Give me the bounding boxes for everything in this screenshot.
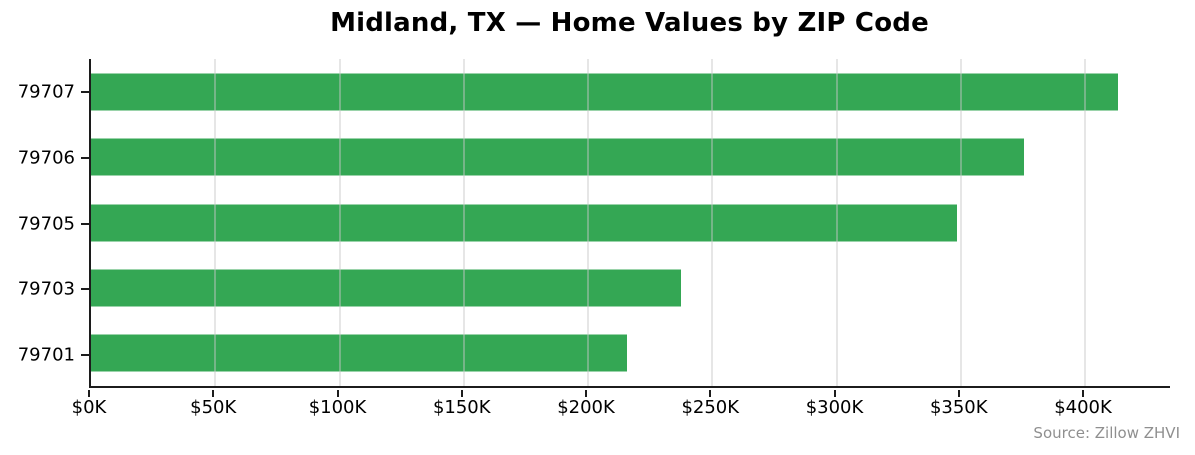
- gridline-50k: [214, 59, 217, 386]
- bar-79705: [91, 204, 957, 242]
- y-tick-label-79703: 79703: [17, 278, 75, 300]
- x-tick-label-250k: $250K: [681, 397, 740, 418]
- x-tick-label-0k: $0K: [71, 397, 107, 418]
- x-tick-mark-300k: [833, 390, 836, 397]
- x-tick-mark-350k: [957, 390, 960, 397]
- source-note: Source: Zillow ZHVI: [1033, 424, 1180, 442]
- x-tick-label-50k: $50K: [190, 397, 237, 418]
- x-tick-label-150k: $150K: [432, 397, 491, 418]
- gridline-300k: [835, 59, 838, 386]
- y-tick-mark-79705: [81, 222, 89, 225]
- plot-area: [89, 59, 1170, 388]
- gridline-250k: [711, 59, 714, 386]
- y-tick-label-79705: 79705: [17, 213, 75, 234]
- y-tick-mark-79701: [81, 354, 89, 357]
- x-tick-mark-150k: [460, 390, 463, 397]
- gridline-100k: [338, 59, 341, 386]
- x-tick-mark-400k: [1082, 390, 1085, 397]
- x-tick-label-100k: $100K: [308, 397, 367, 418]
- gridline-200k: [587, 59, 589, 386]
- x-tick-label-350k: $350K: [929, 397, 988, 418]
- x-tick-mark-250k: [709, 390, 712, 397]
- bar-row-79706: [91, 124, 1170, 189]
- gridline-400k: [1084, 59, 1087, 386]
- y-tick-mark-79703: [81, 288, 89, 291]
- gridline-350k: [959, 59, 962, 386]
- bar-row-79707: [91, 59, 1170, 124]
- x-tick-label-400k: $400K: [1054, 397, 1112, 418]
- y-tick-label-79707: 79707: [17, 81, 75, 103]
- gridline-150k: [462, 59, 465, 386]
- bar-row-79703: [91, 255, 1170, 320]
- y-tick-mark-79707: [81, 90, 89, 93]
- x-tick-mark-0k: [88, 390, 90, 397]
- y-tick-mark-79706: [81, 156, 89, 159]
- x-tick-mark-100k: [336, 390, 339, 397]
- bar-79706: [91, 138, 1024, 176]
- x-tick-mark-50k: [212, 390, 215, 397]
- bar-row-79701: [91, 321, 1170, 386]
- y-tick-label-79701: 79701: [17, 344, 75, 366]
- chart-title: Midland, TX — Home Values by ZIP Code: [330, 8, 929, 38]
- y-tick-label-79706: 79706: [17, 147, 75, 169]
- bar-79701: [91, 334, 627, 372]
- x-tick-label-300k: $300K: [805, 397, 864, 418]
- x-tick-label-200k: $200K: [557, 397, 615, 418]
- x-tick-mark-200k: [585, 390, 587, 397]
- bar-row-79705: [91, 190, 1170, 255]
- bar-79707: [91, 73, 1118, 111]
- bar-79703: [91, 269, 682, 307]
